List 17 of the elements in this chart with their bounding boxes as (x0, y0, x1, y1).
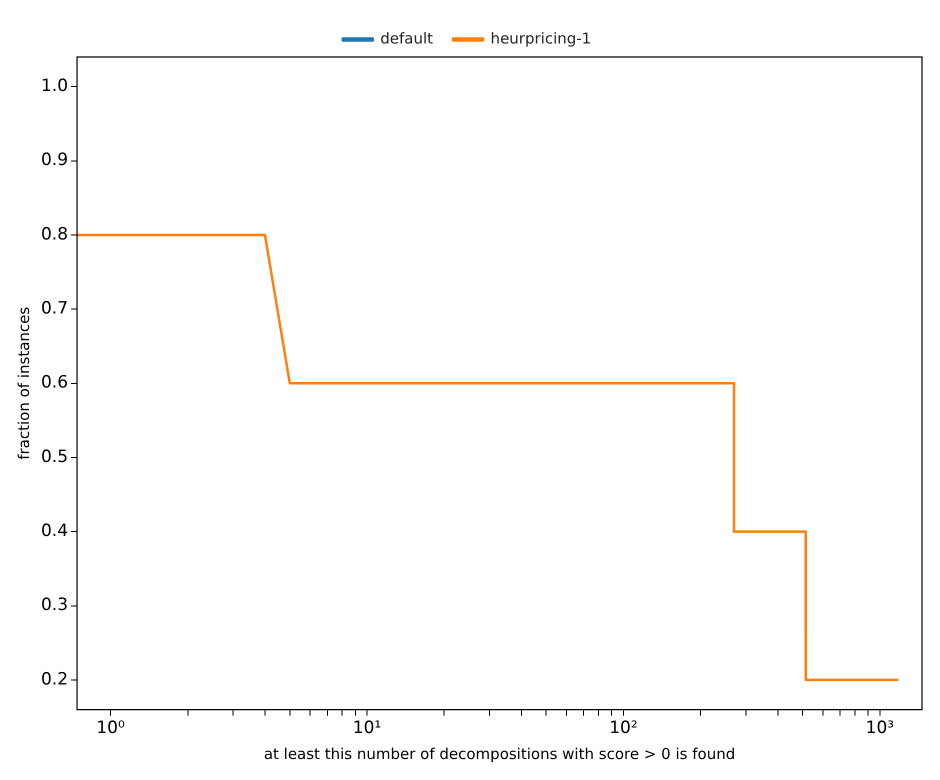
y-tick-label: 0.7 (40, 298, 68, 319)
y-tick-label: 0.3 (40, 595, 68, 616)
x-tick-label: 10¹ (352, 718, 382, 738)
y-axis-title: fraction of instances (14, 306, 33, 460)
y-tick-label: 0.9 (40, 150, 68, 170)
x-tick-label: 10⁰ (96, 718, 125, 738)
x-tick-label: 10² (609, 718, 638, 738)
x-tick-label: 10³ (866, 718, 894, 738)
x-axis-title: at least this number of decompositions with score > 0 is found (264, 744, 736, 763)
y-tick-label: 0.4 (40, 521, 68, 542)
y-tick-label: 0.5 (40, 446, 68, 467)
legend-label: default (380, 29, 434, 48)
legend-label: heurpricing-1 (490, 29, 592, 48)
y-tick-label: 0.2 (40, 669, 68, 690)
y-tick-label: 1.0 (40, 76, 68, 96)
y-tick-label: 0.8 (40, 224, 68, 244)
y-tick-label: 0.6 (40, 372, 68, 393)
